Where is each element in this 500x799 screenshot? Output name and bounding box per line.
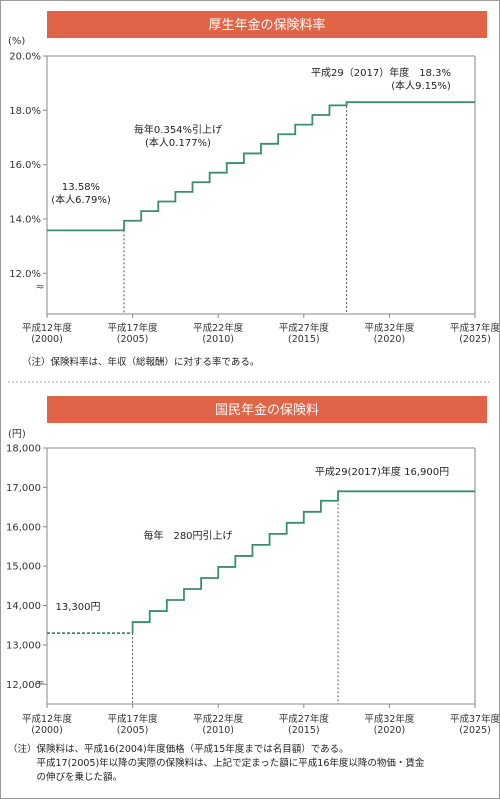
x-tick-label: 平成27年度 xyxy=(279,713,330,725)
x-tick-label: 平成22年度 xyxy=(193,322,244,334)
x-tick-year: (2010) xyxy=(202,334,234,345)
chart1-annotation-start-sub: (本人6.79%) xyxy=(51,193,111,206)
chart1-annotation-start: 13.58% xyxy=(62,182,100,193)
x-tick-year: (2005) xyxy=(117,334,149,345)
x-tick-label: 平成12年度 xyxy=(22,713,73,725)
y-tick-label: 14,000 xyxy=(6,601,41,612)
x-tick-label: 平成17年度 xyxy=(108,322,159,334)
x-tick-label: 平成22年度 xyxy=(193,713,244,725)
chart2-annotation-final: 平成29(2017)年度 16,900円 xyxy=(315,465,449,478)
chart1-axis-break: ≈ xyxy=(35,280,44,293)
chart2-annotation-start: 13,300円 xyxy=(56,602,101,613)
chart2-annotation-increment: 毎年 280円引上げ xyxy=(143,529,232,542)
chart2-unit-label: (円) xyxy=(8,429,26,440)
x-tick-year: (2005) xyxy=(117,725,149,736)
y-tick-label: 17,000 xyxy=(6,483,41,494)
chart2-note-line1: （注）保険料は、平成16(2004)年度価格（平成15年度までは名目額）である。 xyxy=(8,743,349,755)
pension-rate-chart: 厚生年金の保険料率 (%) 20.0%18.0%16.0%14.0%12.0% … xyxy=(8,11,500,368)
y-tick-label: 18,000 xyxy=(6,444,41,455)
y-tick-label: 12.0% xyxy=(9,269,41,280)
chart1-annotation-final-sub: (本人9.15%) xyxy=(391,79,451,92)
chart2-axis-break: ≈ xyxy=(35,676,44,689)
chart1-annotation-increment-sub: (本人0.177%) xyxy=(145,136,211,149)
chart1-unit-label: (%) xyxy=(8,36,25,47)
y-tick-label: 18.0% xyxy=(9,106,41,117)
x-tick-label: 平成37年度 xyxy=(450,322,500,334)
x-tick-year: (2010) xyxy=(202,725,234,736)
chart1-title: 厚生年金の保険料率 xyxy=(208,17,325,33)
series-step-line xyxy=(123,101,475,231)
y-tick-label: 14.0% xyxy=(9,214,41,225)
x-tick-label: 平成32年度 xyxy=(364,322,415,334)
chart2-note-line2: 平成17(2005)年以降の実際の保険料は、上記で定まった額に平成16年度以降の… xyxy=(8,757,425,769)
x-tick-year: (2000) xyxy=(31,725,63,736)
chart2-note-line3: の伸びを乗じた額。 xyxy=(8,771,122,783)
x-tick-year: (2025) xyxy=(459,725,491,736)
y-tick-label: 16.0% xyxy=(9,160,41,171)
x-tick-year: (2000) xyxy=(31,334,63,345)
y-tick-label: 16,000 xyxy=(6,522,41,533)
y-tick-label: 20.0% xyxy=(9,52,41,63)
y-tick-label: 12,000 xyxy=(6,680,41,691)
x-tick-label: 平成27年度 xyxy=(279,322,330,334)
chart1-annotation-increment: 毎年0.354%引上げ xyxy=(134,123,222,136)
x-tick-label: 平成17年度 xyxy=(108,713,159,725)
chart2-title: 国民年金の保険料 xyxy=(215,402,319,418)
y-tick-label: 13,000 xyxy=(6,640,41,651)
x-tick-label: 平成32年度 xyxy=(364,713,415,725)
x-tick-year: (2015) xyxy=(288,725,320,736)
x-tick-year: (2020) xyxy=(374,334,406,345)
chart1-note: （注）保険料率は、年収（総報酬）に対する率である。 xyxy=(22,356,259,368)
x-tick-year: (2015) xyxy=(288,334,320,345)
national-pension-chart: 国民年金の保険料 (円) 18,000 17,000 16,000 15,000 14,… xyxy=(6,396,500,783)
chart1-title-bar xyxy=(47,11,487,38)
x-tick-label: 平成12年度 xyxy=(22,322,73,334)
x-tick-year: (2025) xyxy=(459,334,491,345)
chart1-annotation-final: 平成29（2017）年度 18.3% xyxy=(311,66,451,79)
chart2-title-bar xyxy=(47,396,487,423)
series-step-line xyxy=(131,490,475,634)
x-tick-year: (2020) xyxy=(374,725,406,736)
x-tick-label: 平成37年度 xyxy=(450,713,500,725)
y-tick-label: 15,000 xyxy=(6,562,41,573)
